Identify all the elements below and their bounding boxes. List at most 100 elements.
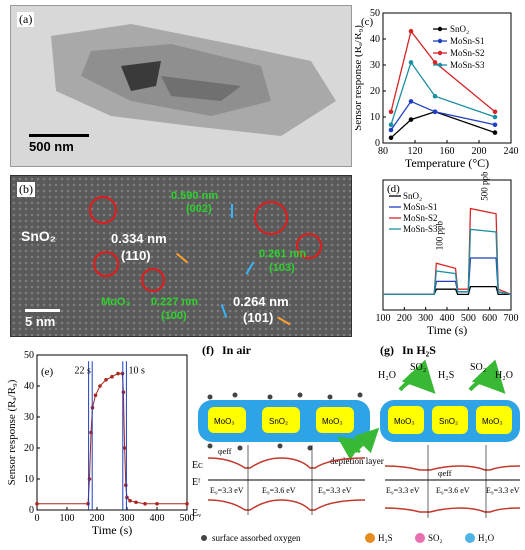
x-tick-label: 300	[418, 313, 433, 324]
data-point	[98, 384, 102, 388]
h2s-legend-icon	[365, 533, 375, 543]
level-ec: Eᴄ	[192, 460, 203, 471]
data-point	[110, 374, 114, 379]
y-tick-label: 20	[370, 86, 380, 97]
data-point	[185, 502, 189, 506]
annotation-moo3-spacing: 0.590 nm	[171, 190, 219, 202]
x-tick-label: 0	[35, 513, 40, 524]
data-point	[492, 122, 498, 128]
panel-e-label: (e)	[41, 366, 54, 378]
series-line	[390, 111, 496, 139]
data-point	[86, 502, 90, 506]
data-point	[388, 122, 394, 128]
plot-frame	[36, 354, 188, 511]
legend-label: SnO₂	[450, 24, 469, 34]
y-axis-label: Sensor response (Rₐ/R₉)	[355, 25, 364, 131]
data-point	[388, 109, 394, 115]
data-point	[143, 502, 147, 506]
block-moo3: MoO₃	[322, 417, 343, 426]
series-line	[37, 373, 187, 505]
x-tick-label: 80	[378, 146, 388, 157]
block-moo3: MoO₃	[214, 417, 235, 426]
data-point	[492, 130, 498, 135]
x-tick-label: 100	[376, 313, 391, 324]
legend-label: SnO₂	[403, 191, 422, 201]
annotation-moo3: MoO₃	[101, 296, 131, 308]
scale-bar-label: 500 nm	[29, 139, 74, 154]
legend-so2: SO₂	[428, 533, 443, 543]
series-line	[390, 100, 496, 131]
molecule-label: SO₂	[470, 362, 486, 373]
sno2-nanoparticle-ring	[296, 233, 322, 259]
data-point	[388, 127, 394, 133]
so2-legend-icon	[415, 533, 425, 543]
annotation-spacing: 0.334 nm	[111, 231, 167, 246]
y-tick-label: 20	[24, 443, 34, 454]
level-ev: Eᵥ	[192, 508, 201, 519]
phi-eff: φeff	[438, 469, 452, 478]
air-band-curves	[207, 445, 366, 515]
annotation-moo3-spacing: 0.261 nm	[259, 248, 307, 260]
legend-h2s: H₂S	[378, 533, 393, 543]
x-axis-label: Time (s)	[92, 523, 133, 537]
legend-marker	[437, 38, 443, 44]
data-point	[492, 109, 498, 115]
legend-label: MoSn-S2	[450, 48, 485, 58]
annotation-moo3-plane: (100)	[161, 310, 187, 322]
bandgap-label: E₉=3.3 eV	[386, 486, 420, 495]
legend-marker	[437, 50, 443, 56]
annotation-sno2: SnO₂	[21, 228, 56, 244]
h2o-legend-icon	[465, 533, 475, 543]
y-tick-label: 50	[370, 8, 380, 19]
legend-label: MoSn-S1	[403, 202, 438, 212]
sno2-nanoparticle-ring	[93, 251, 119, 277]
x-tick-label: 240	[504, 146, 519, 157]
data-point	[388, 135, 394, 141]
x-axis-label: Temperature (°C)	[405, 156, 489, 170]
chart-c-temperature-response: 80 120 160 200 240 0 10 20 30 40 50 Temperature (°C…	[355, 8, 519, 170]
y-tick-label: 10	[24, 474, 34, 485]
data-point	[128, 498, 132, 503]
y-axis-label: Sensor response (Rₐ/R₉)	[6, 379, 18, 485]
x-tick-label: 100	[60, 513, 75, 524]
data-point	[408, 28, 414, 34]
data-point	[432, 109, 438, 115]
x-tick-label: 400	[440, 313, 455, 324]
x-tick-label: 300	[120, 513, 135, 524]
legend-h2o: H₂O	[478, 533, 495, 543]
molecule-label: H₂O	[378, 370, 396, 381]
air-grains: MoO₃ SnO₂ MoO₃	[198, 392, 370, 451]
legend-label: MoSn-S2	[403, 213, 438, 223]
data-point	[408, 99, 414, 104]
y-tick-label: 40	[24, 381, 34, 392]
annotation-label: 500 ppb	[480, 172, 490, 201]
panel-b-label: (b)	[17, 182, 35, 197]
legend-oxygen: surface assorbed oxygen	[212, 533, 301, 543]
series-line	[383, 228, 512, 296]
y-tick-label: 50	[24, 350, 34, 361]
data-point	[155, 502, 159, 506]
x-tick-label: 120	[408, 146, 423, 157]
sno2-nanoparticle-ring	[89, 196, 117, 224]
x-tick-label: 500	[180, 513, 195, 524]
bandgap-label: E₉=3.6 eV	[262, 486, 296, 495]
chart-e-response-recovery: 0 100 200 300 400 500 0 10 20 30 40 50 Time (s) Senso…	[6, 350, 195, 537]
x-tick-label: 160	[440, 146, 455, 157]
x-tick-label: 600	[482, 313, 497, 324]
h2s-grains: MoO₃ SnO₂ MoO₃ H₂O SO₂ H₂S SO₂ H₂O	[378, 359, 520, 442]
annotation-spacing: 0.264 nm	[233, 294, 289, 309]
bandgap-label: E₉=3.3 eV	[318, 486, 352, 495]
block-sno2: SnO₂	[269, 417, 288, 426]
block-moo3: MoO₃	[482, 417, 503, 426]
legend-marker	[437, 62, 443, 68]
data-point	[122, 446, 127, 450]
y-tick-label: 40	[370, 34, 380, 45]
tem-flake-image	[11, 6, 351, 166]
y-tick-label: 10	[370, 112, 380, 123]
x-tick-label: 200	[90, 513, 105, 524]
lattice-fringe-marker	[231, 204, 233, 218]
block-moo3: MoO₃	[394, 417, 415, 426]
x-tick-label: 700	[504, 313, 519, 324]
data-point	[134, 500, 138, 505]
